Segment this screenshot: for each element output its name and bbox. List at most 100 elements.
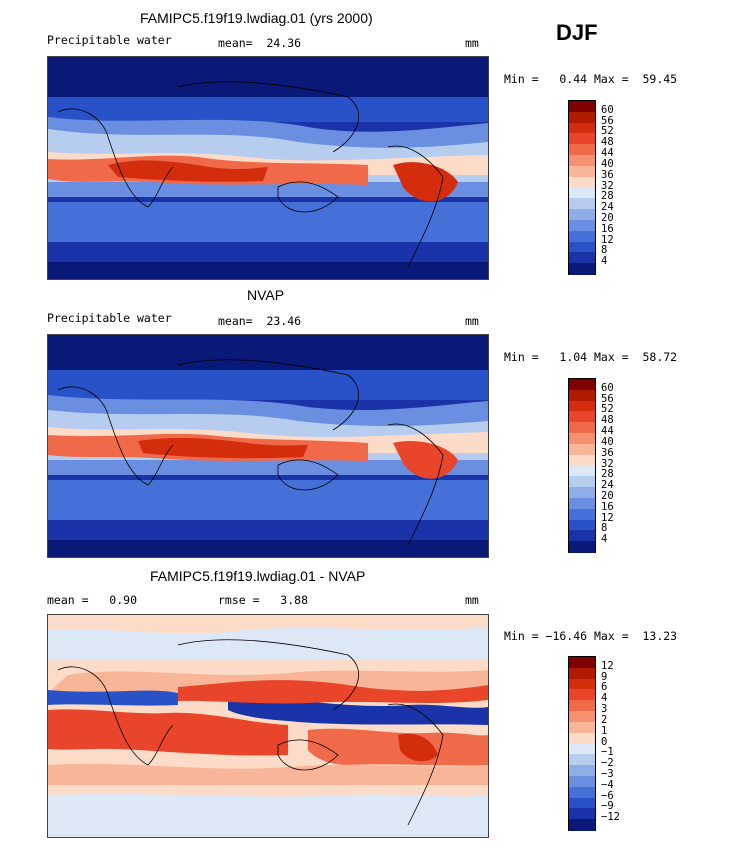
colorbar-band bbox=[569, 101, 595, 113]
panel-3-map bbox=[47, 614, 489, 838]
colorbar-tick-label: −4 bbox=[601, 778, 614, 791]
colorbar-band bbox=[569, 379, 595, 391]
panel-2-colorbar-ramp bbox=[568, 378, 596, 553]
panel-3-field bbox=[48, 615, 488, 837]
colorbar-band bbox=[569, 530, 595, 542]
colorbar-band bbox=[569, 819, 595, 831]
colorbar-band bbox=[569, 443, 595, 456]
colorbar-band bbox=[569, 144, 595, 156]
colorbar-tick-label: 4 bbox=[601, 533, 608, 546]
colorbar-tick-label: 1 bbox=[601, 724, 608, 737]
colorbar-band bbox=[569, 230, 595, 243]
colorbar-tick-label: 32 bbox=[601, 179, 614, 192]
colorbar-tick-label: 12 bbox=[601, 511, 614, 524]
panel-2-mean: mean= 23.46 bbox=[218, 314, 302, 328]
colorbar-tick-label: 16 bbox=[601, 222, 614, 235]
colorbar-tick-label: 24 bbox=[601, 201, 614, 214]
colorbar-tick-label: 40 bbox=[601, 157, 614, 170]
panel-3-mean: mean = 0.90 bbox=[47, 593, 138, 607]
season-label: DJF bbox=[556, 20, 598, 45]
panel-3-units: mm bbox=[465, 593, 479, 607]
panel-3-colorbar-ramp bbox=[568, 656, 596, 831]
panel-3-colorbar: 12 9 6 4 3 2 1 0 −1 −2 −3 −4 −6 −9 −12 bbox=[568, 656, 628, 836]
colorbar-band bbox=[569, 657, 595, 669]
colorbar-tick-label: 48 bbox=[601, 414, 614, 427]
colorbar-tick-label: 60 bbox=[601, 103, 614, 116]
colorbar-tick-label: −2 bbox=[601, 757, 614, 770]
colorbar-tick-label: 36 bbox=[601, 446, 614, 459]
colorbar-band bbox=[569, 497, 595, 510]
colorbar-tick-label: 4 bbox=[601, 692, 608, 705]
colorbar-tick-label: 20 bbox=[601, 489, 614, 502]
colorbar-band bbox=[569, 389, 595, 402]
colorbar-tick-label: 48 bbox=[601, 136, 614, 149]
colorbar-band bbox=[569, 508, 595, 521]
colorbar-tick-label: 60 bbox=[601, 381, 614, 394]
colorbar-tick-label: 52 bbox=[601, 125, 614, 138]
colorbar-band bbox=[569, 797, 595, 809]
colorbar-band bbox=[569, 689, 595, 701]
colorbar-tick-label: 24 bbox=[601, 479, 614, 492]
colorbar-band bbox=[569, 465, 595, 477]
colorbar-band bbox=[569, 198, 595, 210]
colorbar-band bbox=[569, 541, 595, 553]
colorbar-band bbox=[569, 422, 595, 434]
colorbar-tick-label: 28 bbox=[601, 468, 614, 481]
colorbar-tick-label: 0 bbox=[601, 735, 608, 748]
colorbar-tick-label: 44 bbox=[601, 147, 614, 160]
colorbar-band bbox=[569, 219, 595, 232]
colorbar-band bbox=[569, 732, 595, 744]
colorbar-band bbox=[569, 487, 595, 499]
colorbar-tick-label: 12 bbox=[601, 659, 614, 672]
colorbar-band bbox=[569, 122, 595, 134]
colorbar-tick-label: 8 bbox=[601, 522, 608, 535]
panel-2-units: mm bbox=[465, 314, 479, 328]
colorbar-band bbox=[569, 411, 595, 423]
colorbar-tick-label: 28 bbox=[601, 190, 614, 203]
panel-1-colorbar-ramp bbox=[568, 100, 596, 275]
colorbar-band bbox=[569, 743, 595, 755]
colorbar-tick-label: −6 bbox=[601, 789, 614, 802]
colorbar-tick-label: 4 bbox=[601, 255, 608, 268]
colorbar-tick-label: −12 bbox=[601, 811, 620, 824]
panel-1-subtitle: Precipitable water bbox=[47, 33, 172, 47]
colorbar-tick-label: 3 bbox=[601, 703, 608, 716]
colorbar-tick-label: 6 bbox=[601, 681, 608, 694]
colorbar-band bbox=[569, 754, 595, 766]
colorbar-band bbox=[569, 433, 595, 445]
panel-1-title: FAMIPC5.f19f19.lwdiag.01 (yrs 2000) bbox=[140, 10, 373, 26]
colorbar-band bbox=[569, 111, 595, 124]
colorbar-tick-label: 56 bbox=[601, 114, 614, 127]
colorbar-tick-label: 36 bbox=[601, 168, 614, 181]
colorbar-band bbox=[569, 241, 595, 253]
colorbar-tick-label: 32 bbox=[601, 457, 614, 470]
colorbar-band bbox=[569, 476, 595, 488]
colorbar-band bbox=[569, 700, 595, 712]
panel-3-title: FAMIPC5.f19f19.lwdiag.01 - NVAP bbox=[150, 568, 366, 584]
colorbar-tick-label: −3 bbox=[601, 767, 614, 780]
colorbar-band bbox=[569, 711, 595, 723]
panel-1-map bbox=[47, 56, 489, 280]
colorbar-tick-label: 2 bbox=[601, 713, 608, 726]
colorbar-band bbox=[569, 176, 595, 188]
colorbar-band bbox=[569, 721, 595, 734]
panel-1-mean: mean= 24.36 bbox=[218, 36, 302, 50]
panel-2-field bbox=[48, 335, 488, 557]
panel-2-map bbox=[47, 334, 489, 558]
colorbar-band bbox=[569, 133, 595, 145]
colorbar-band bbox=[569, 252, 595, 264]
colorbar-band bbox=[569, 155, 595, 167]
colorbar-tick-label: 16 bbox=[601, 500, 614, 513]
panel-2-minmax: Min = 1.04 Max = 58.72 bbox=[504, 350, 678, 364]
colorbar-tick-label: 12 bbox=[601, 233, 614, 246]
colorbar-tick-label: 8 bbox=[601, 244, 608, 257]
colorbar-tick-label: 40 bbox=[601, 435, 614, 448]
colorbar-band bbox=[569, 775, 595, 788]
colorbar-band bbox=[569, 263, 595, 275]
colorbar-tick-label: 52 bbox=[601, 403, 614, 416]
panel-1-field bbox=[48, 57, 488, 279]
colorbar-band bbox=[569, 678, 595, 690]
panel-2-title: NVAP bbox=[247, 287, 285, 303]
panel-2-colorbar: 60 56 52 48 44 40 36 32 28 24 20 16 12 8 4 bbox=[568, 378, 628, 558]
colorbar-tick-label: 20 bbox=[601, 211, 614, 224]
